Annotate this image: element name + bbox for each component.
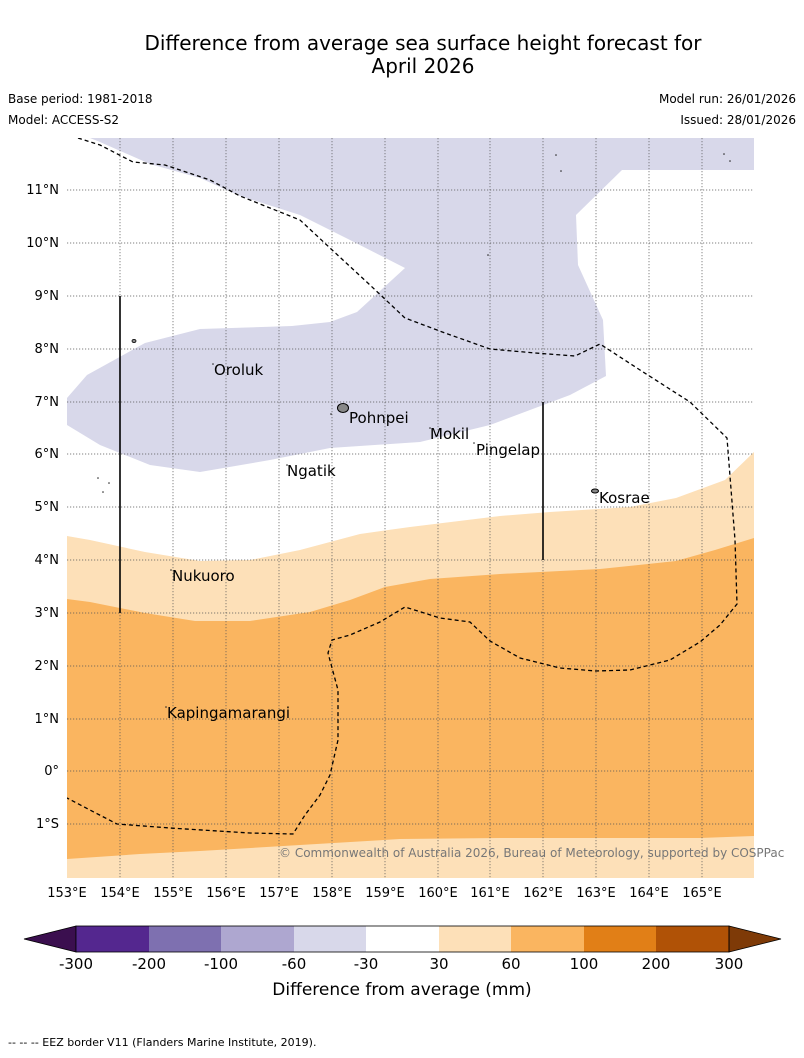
label-mokil: Mokil bbox=[430, 425, 469, 443]
colorbar-swatch bbox=[439, 926, 511, 952]
lat-tick: 3°N bbox=[35, 606, 60, 621]
colorbar-tick: 60 bbox=[501, 955, 520, 973]
colorbar-tick: -100 bbox=[204, 955, 238, 973]
lat-tick: 2°N bbox=[35, 659, 60, 674]
label-ngatik: Ngatik bbox=[287, 462, 336, 480]
map-area bbox=[67, 138, 754, 878]
lat-tick: 1°S bbox=[36, 817, 59, 832]
colorbar-ticks: -300 -200 -100 -60 -30 30 60 100 200 300 bbox=[59, 955, 743, 973]
lon-tick: 162°E bbox=[523, 886, 563, 901]
colorbar-tick: 100 bbox=[570, 955, 599, 973]
colorbar-tick: -60 bbox=[282, 955, 307, 973]
issued-date: Issued: 28/01/2026 bbox=[680, 113, 796, 127]
lon-tick: 157°E bbox=[259, 886, 299, 901]
lat-tick: 0° bbox=[44, 764, 59, 779]
longitude-axis: 153°E 154°E 155°E 156°E 157°E 158°E 159°… bbox=[47, 886, 722, 901]
lat-tick: 1°N bbox=[35, 712, 60, 727]
label-pingelap: Pingelap bbox=[476, 441, 540, 459]
lat-tick: 7°N bbox=[35, 395, 60, 410]
small-island-west bbox=[131, 338, 137, 343]
model-name: Model: ACCESS-S2 bbox=[8, 113, 120, 127]
colorbar-title: Difference from average (mm) bbox=[272, 980, 531, 1000]
lon-tick: 161°E bbox=[470, 886, 510, 901]
title-line-2: April 2026 bbox=[371, 54, 475, 78]
contour-negative-30-60 bbox=[67, 138, 754, 472]
colorbar-tick: -200 bbox=[132, 955, 166, 973]
kosrae-island bbox=[591, 488, 599, 494]
lat-tick: 11°N bbox=[26, 183, 59, 198]
label-kosrae: Kosrae bbox=[599, 489, 650, 507]
base-period: Base period: 1981-2018 bbox=[8, 92, 153, 106]
map-title: Difference from average sea surface heig… bbox=[0, 32, 804, 78]
label-kapingamarangi: Kapingamarangi bbox=[167, 704, 290, 722]
colorbar-swatch bbox=[221, 926, 294, 952]
lon-tick: 155°E bbox=[153, 886, 193, 901]
eez-border-north bbox=[67, 138, 738, 835]
eez-borders bbox=[67, 138, 738, 835]
colorbar-swatch bbox=[149, 926, 221, 952]
model-run: Model run: 26/01/2026 bbox=[658, 92, 796, 106]
colorbar-swatch bbox=[294, 926, 366, 952]
colorbar-swatch bbox=[656, 926, 729, 952]
lat-tick: 5°N bbox=[35, 500, 60, 515]
lat-tick: 10°N bbox=[26, 236, 59, 251]
lon-tick: 160°E bbox=[418, 886, 458, 901]
lon-tick: 154°E bbox=[100, 886, 140, 901]
colorbar-swatch bbox=[366, 926, 439, 952]
colorbar-frame bbox=[75, 925, 730, 953]
colorbar-extend-low bbox=[23, 925, 77, 953]
graticule bbox=[67, 138, 754, 878]
title-line-1: Difference from average sea surface heig… bbox=[144, 31, 702, 55]
colorbar-extend-high bbox=[728, 925, 782, 953]
label-oroluk: Oroluk bbox=[214, 361, 263, 379]
lon-tick: 159°E bbox=[365, 886, 405, 901]
colorbar: -300 -200 -100 -60 -30 30 60 100 200 300… bbox=[23, 925, 782, 1000]
lon-tick: 156°E bbox=[206, 886, 246, 901]
eez-footnote: -- -- -- EEZ border V11 (Flanders Marine… bbox=[8, 1036, 317, 1049]
colorbar-tick: 300 bbox=[715, 955, 744, 973]
lat-tick: 4°N bbox=[35, 553, 60, 568]
lat-tick: 6°N bbox=[35, 447, 60, 462]
contour-positive-60-100 bbox=[67, 538, 754, 859]
lon-tick: 163°E bbox=[576, 886, 616, 901]
colorbar-swatch bbox=[76, 926, 149, 952]
colorbar-swatch bbox=[584, 926, 656, 952]
label-nukuoro: Nukuoro bbox=[172, 567, 235, 585]
copyright-notice: © Commonwealth of Australia 2026, Bureau… bbox=[279, 846, 784, 860]
pohnpei-island bbox=[337, 403, 349, 413]
lat-tick: 8°N bbox=[35, 342, 60, 357]
colorbar-tick: -30 bbox=[354, 955, 379, 973]
lon-tick: 158°E bbox=[312, 886, 352, 901]
lon-tick: 164°E bbox=[629, 886, 669, 901]
colorbar-swatch bbox=[511, 926, 584, 952]
lat-tick: 9°N bbox=[35, 289, 60, 304]
label-pohnpei: Pohnpei bbox=[349, 409, 409, 427]
lon-tick: 153°E bbox=[47, 886, 87, 901]
latitude-axis: 11°N 10°N 9°N 8°N 7°N 6°N 5°N 4°N 3°N 2°… bbox=[26, 183, 59, 832]
lon-tick: 165°E bbox=[682, 886, 722, 901]
colorbar-tick: 30 bbox=[429, 955, 448, 973]
islands bbox=[97, 153, 731, 708]
place-labels: Oroluk Pohnpei Mokil Pingelap Ngatik Kos… bbox=[167, 361, 650, 722]
colorbar-tick: 200 bbox=[642, 955, 671, 973]
colorbar-tick: -300 bbox=[59, 955, 93, 973]
section-lines bbox=[119, 296, 544, 613]
